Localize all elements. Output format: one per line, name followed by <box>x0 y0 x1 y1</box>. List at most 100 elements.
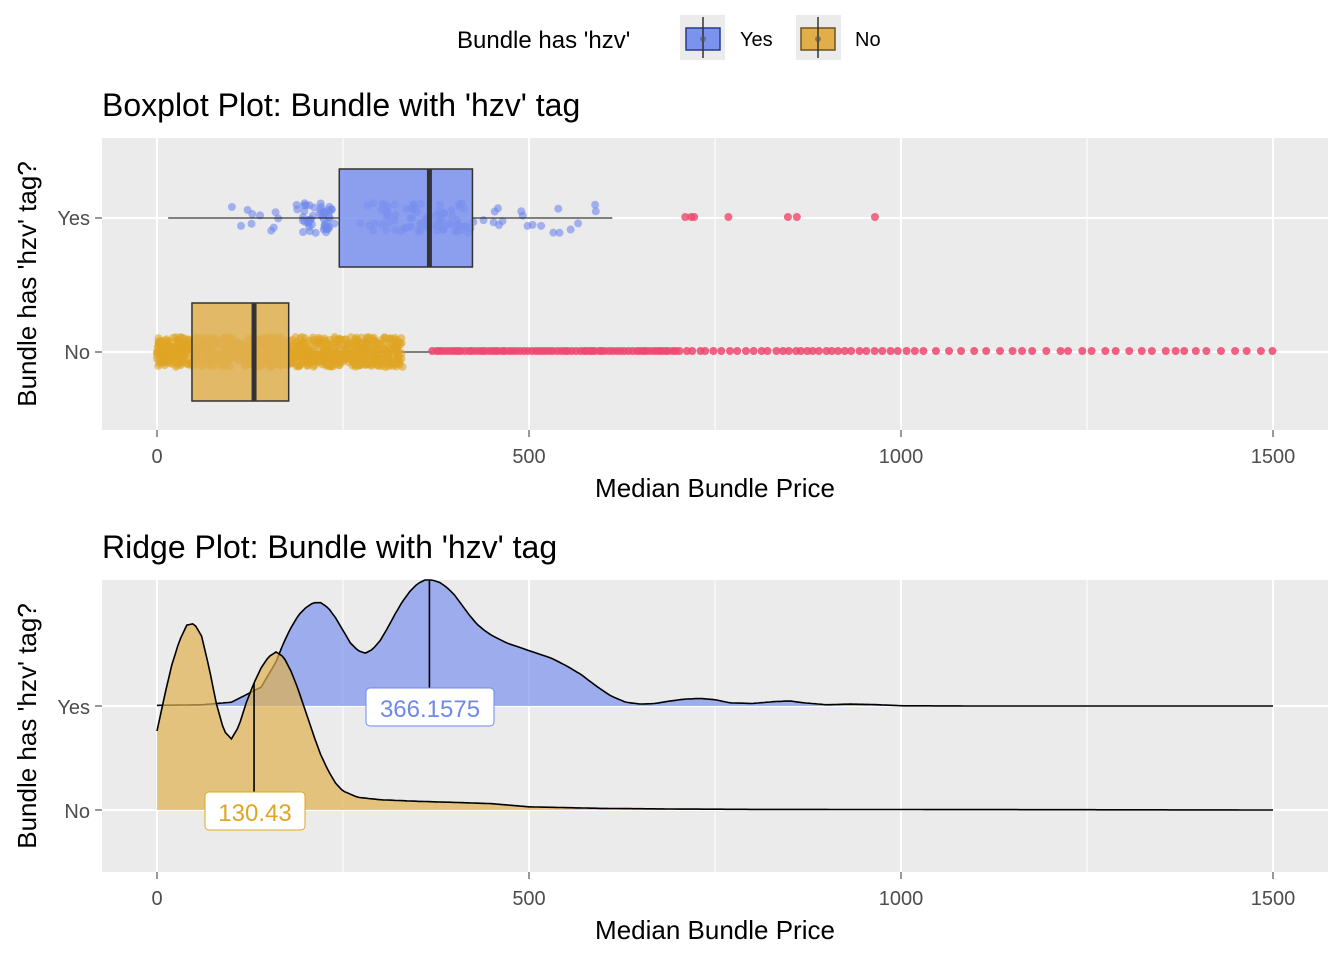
boxplot-outlier-no <box>1137 347 1146 355</box>
boxplot-outlier-no <box>840 347 849 355</box>
boxplot-outlier-no <box>1087 347 1096 355</box>
boxplot-outlier-no <box>808 347 817 355</box>
boxplot-outlier-no <box>1078 347 1087 355</box>
boxplot-xtick-1500: 1500 <box>1251 446 1296 468</box>
boxplot-point-no <box>164 359 173 368</box>
boxplot-point-yes <box>479 216 488 225</box>
boxplot-outlier-no <box>982 347 991 355</box>
boxplot-point-no <box>334 358 343 367</box>
ridge-line-no <box>156 623 1273 811</box>
boxplot-point-yes <box>324 225 333 234</box>
boxplot-outlier-no <box>709 347 718 355</box>
boxplot-point-no <box>161 351 170 360</box>
boxplot-point-yes <box>554 204 563 213</box>
boxplot-outlier-no <box>741 347 750 355</box>
boxplot-outlier-no <box>772 347 781 355</box>
ridge-xtick-1500: 1500 <box>1251 888 1296 910</box>
boxplot-outlier-no <box>893 347 902 355</box>
boxplot-outlier-no <box>1056 347 1065 355</box>
boxplot-marks <box>153 168 1277 402</box>
boxplot-point-no <box>183 359 192 368</box>
ridge-median-label-no-text: 130.43 <box>218 800 291 827</box>
boxplot-outlier-no <box>725 347 734 355</box>
boxplot-outlier-no <box>1180 347 1189 355</box>
boxplot-outlier-no <box>834 347 843 355</box>
boxplot-point-no <box>176 333 185 342</box>
boxplot-point-yes <box>555 228 564 237</box>
boxplot-outlier-yes <box>870 213 879 221</box>
boxplot-outlier-no <box>1202 347 1211 355</box>
boxplot-point-no <box>155 356 164 365</box>
boxplot-point-no <box>392 346 401 355</box>
boxplot-outlier-no <box>886 347 895 355</box>
boxplot-point-no <box>296 334 305 343</box>
ridge-median-label-yes-text: 366.1575 <box>380 696 480 723</box>
boxplot-outlier-no <box>1125 347 1134 355</box>
boxplot-outlier-no <box>878 347 887 355</box>
legend-key-no-dot <box>815 36 821 42</box>
boxplot-point-yes <box>591 200 600 209</box>
boxplot-point-yes <box>537 221 546 230</box>
boxplot-point-yes <box>591 207 600 216</box>
boxplot-point-yes <box>316 199 325 208</box>
ridge-median-label-yes-box <box>365 687 495 727</box>
boxplot-outlier-no <box>945 347 954 355</box>
boxplot-outlier-no <box>1042 347 1051 355</box>
boxplot-point-no <box>170 342 179 351</box>
boxplot-outlier-no <box>1242 347 1251 355</box>
boxplot-outlier-no <box>996 347 1005 355</box>
ridge-x-ticks: 0 500 1000 1500 <box>151 872 1295 910</box>
boxplot-outlier-no <box>931 347 940 355</box>
boxplot-outlier-no <box>757 347 766 355</box>
boxplot-y-axis-title: Bundle has 'hzv' tag? <box>12 161 42 407</box>
boxplot-point-no <box>384 359 393 368</box>
boxplot-point-yes <box>299 228 308 237</box>
ridge-ytick-no: No <box>64 801 90 823</box>
boxplot-point-yes <box>498 217 507 226</box>
legend-label-yes: Yes <box>740 29 773 51</box>
boxplot-outlier-no <box>778 347 787 355</box>
boxplot-point-no <box>377 339 386 348</box>
ridge-xtick-500: 500 <box>512 888 545 910</box>
boxplot-outlier-no <box>688 347 697 355</box>
boxplot-point-yes <box>305 227 314 236</box>
boxplot-outlier-no <box>827 347 836 355</box>
boxplot-point-no <box>322 348 331 357</box>
boxplot-outlier-no <box>796 347 805 355</box>
ridge-title: Ridge Plot: Bundle with 'hzv' tag <box>102 529 557 565</box>
legend: Bundle has 'hzv' Yes No <box>457 15 881 60</box>
boxplot-xtick-500: 500 <box>512 446 545 468</box>
boxplot-point-yes <box>323 218 332 227</box>
ridge-y-ticks: Yes No <box>57 697 102 823</box>
boxplot-point-no <box>172 362 181 371</box>
boxplot-outlier-no <box>910 347 919 355</box>
boxplot-point-yes <box>528 220 537 229</box>
ridge-xtick-0: 0 <box>151 888 162 910</box>
boxplot-point-no <box>164 340 173 349</box>
boxplot-outlier-no <box>970 347 979 355</box>
boxplot-outlier-yes <box>681 213 690 221</box>
boxplot-outlier-no <box>1216 347 1225 355</box>
legend-label-no: No <box>855 29 881 51</box>
boxplot-point-no <box>315 337 324 346</box>
boxplot-outlier-no <box>1256 347 1265 355</box>
boxplot-outlier-no <box>1147 347 1156 355</box>
boxplot-point-yes <box>327 205 336 214</box>
boxplot-outlier-no <box>717 347 726 355</box>
boxplot-point-no <box>169 333 178 342</box>
boxplot-point-yes <box>237 221 246 230</box>
boxplot-point-no <box>303 349 312 358</box>
boxplot-point-yes <box>549 228 558 237</box>
boxplot-outlier-no <box>733 347 742 355</box>
boxplot-outlier-yes <box>724 213 733 221</box>
boxplot-outlier-yes <box>690 213 699 221</box>
boxplot-point-no <box>350 360 359 369</box>
ridge-marks <box>156 579 1273 811</box>
boxplot-ytick-yes: Yes <box>57 208 90 230</box>
boxplot-outlier-no <box>855 347 864 355</box>
boxplot-point-yes <box>574 219 583 228</box>
boxplot-outlier-no <box>1268 347 1277 355</box>
boxplot-point-no <box>350 347 359 356</box>
boxplot-outlier-no <box>701 347 710 355</box>
